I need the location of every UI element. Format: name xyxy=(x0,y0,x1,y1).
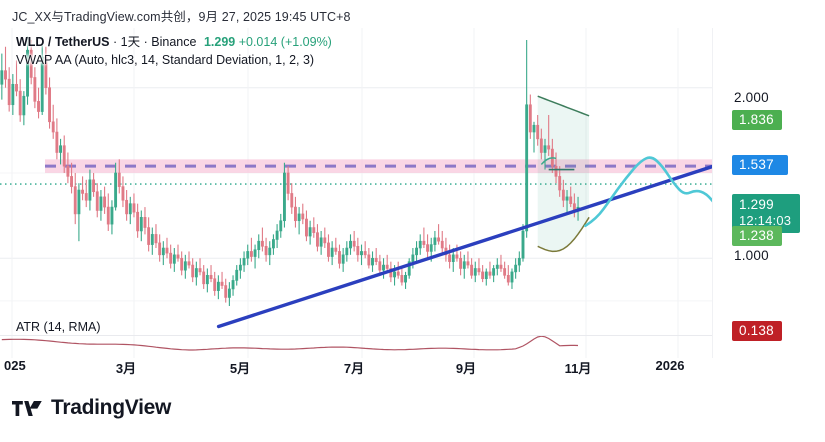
vwap-lower-badge[interactable]: 1.238 xyxy=(732,226,782,246)
legend-change-abs: +0.014 xyxy=(238,35,278,49)
grid-lines xyxy=(0,28,712,358)
forecast-projection-line xyxy=(584,156,712,228)
time-tick-0: 025 xyxy=(4,358,26,373)
legend-row-symbol: WLD / TetherUS · 1天 · Binance 1.299 +0.0… xyxy=(16,34,332,51)
vwap-band-fill xyxy=(537,96,590,252)
time-tick-5: 11月 xyxy=(564,361,592,376)
legend-last-price: 1.299 xyxy=(203,35,236,49)
candlestick-series xyxy=(0,36,580,307)
axis-divider xyxy=(712,28,713,358)
legend-indicator-atr[interactable]: ATR (14, RMA) xyxy=(16,320,101,334)
price-tick-1.000: 1.000 xyxy=(734,248,769,263)
price-axis[interactable]: 2.000 1.000 1.836 1.537 1.299 12:14:03 1.238 0.… xyxy=(712,28,825,358)
legend-sep-1: · xyxy=(113,35,118,49)
chart-legend: WLD / TetherUS · 1天 · Binance 1.299 +0.0… xyxy=(16,34,332,69)
ascending-trendline xyxy=(216,164,712,329)
legend-change-pct: (+1.09%) xyxy=(280,35,332,49)
time-tick-2: 5月 xyxy=(229,361,251,376)
atr-indicator-line xyxy=(1,335,579,351)
tradingview-logo-icon xyxy=(12,400,42,416)
resistance-band xyxy=(45,159,712,173)
vwap-lines xyxy=(537,95,590,253)
time-tick-3: 7月 xyxy=(343,361,365,376)
tradingview-wordmark: TradingView xyxy=(51,396,172,419)
chart-canvas xyxy=(0,28,712,358)
last-price-badge-time: 12:14:03 xyxy=(739,213,792,228)
chart-plot-area[interactable] xyxy=(0,28,712,358)
legend-exchange: Binance xyxy=(151,35,197,49)
time-tick-4: 9月 xyxy=(455,361,477,376)
legend-indicator-vwap[interactable]: VWAP AA (Auto, hlc3, 14, Standard Deviat… xyxy=(16,53,315,67)
attribution-text: JC_XX与TradingView.com共创，9月 27, 2025 19:4… xyxy=(12,10,351,24)
trendline-badge[interactable]: 1.537 xyxy=(732,155,788,175)
time-tick-1: 3月 xyxy=(115,361,137,376)
vwap-upper-badge[interactable]: 1.836 xyxy=(732,110,782,130)
legend-interval[interactable]: 1天 xyxy=(120,35,141,49)
price-tick-2.000: 2.000 xyxy=(734,90,769,105)
tradingview-footer: TradingView xyxy=(12,396,171,420)
legend-sep-2: · xyxy=(143,35,148,49)
time-axis[interactable]: 025 3月 5月 7月 9月 11月 2026 xyxy=(0,358,712,382)
time-tick-6: 2026 xyxy=(655,358,685,373)
legend-symbol[interactable]: WLD / TetherUS xyxy=(16,35,110,49)
pane-separator xyxy=(0,335,712,336)
atr-badge[interactable]: 0.138 xyxy=(732,321,782,341)
